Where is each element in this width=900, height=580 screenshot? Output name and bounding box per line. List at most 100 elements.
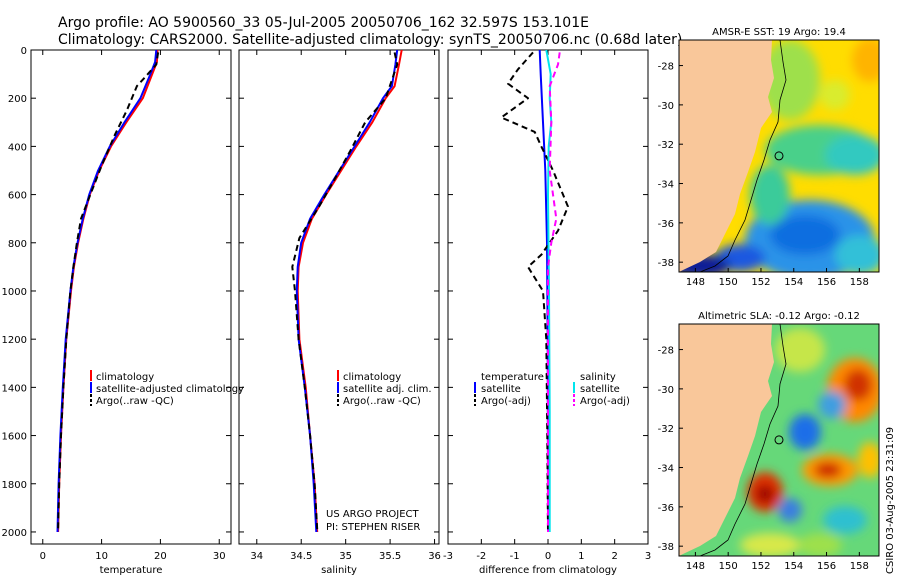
x-tick-label: 0 [40,551,46,562]
salinity-legend: climatology satellite adj. clim. Argo(..… [337,370,432,407]
map-x-tick-label: 148 [686,561,705,572]
map-y-tick-label: -28 [658,62,674,73]
map-y-tick-label: -28 [658,346,674,357]
difference-panel: -3 -2 -1 0 1 2 3 difference from climatology [443,49,651,576]
profile-header: Argo profile: AO 5900560_33 05-Jul-2005 … [58,15,589,31]
sla-land [679,324,774,556]
map-x-tick-label: 148 [686,277,705,288]
y-tick-label: 600 [8,191,27,202]
map-x-tick-label: 158 [850,277,869,288]
map-x-tick-label: 150 [719,561,738,572]
y-tick-label: 800 [8,239,27,250]
sla-map-frame [678,323,880,557]
y-tick-label: 1400 [2,383,27,394]
x-tick-label: -3 [443,551,453,562]
map-x-tick-label: 158 [850,561,869,572]
map-y-tick-label: -36 [658,219,674,230]
legend-label-satellite: satellite-adjusted climatology [96,384,244,395]
y-tick-label: 0 [21,46,27,57]
legend-label-temperature-argo: Argo(-adj) [481,396,531,407]
legend-label-climatology: climatology [96,372,154,383]
x-tick-label: 0 [545,551,551,562]
legend-heading-temperature: temperature [481,372,544,383]
map-x-tick-label: 156 [817,561,836,572]
y-tick-label: 200 [8,94,27,105]
x-tick-label: 30 [213,551,226,562]
salinity-xlabel: salinity [321,565,357,576]
map-y-tick-label: -34 [658,180,674,191]
x-tick-label: -2 [476,551,486,562]
climatology-header: Climatology: CARS2000. Satellite-adjuste… [58,32,682,48]
x-tick-label: 20 [154,551,167,562]
series-line-climatology [57,49,159,533]
sla-map-title: Altimetric SLA: -0.12 Argo: -0.12 [698,311,860,322]
map-y-tick-label: -30 [658,385,674,396]
x-tick-label: 34.5 [290,551,312,562]
legend-label-argo: Argo(..raw -QC) [96,396,174,407]
sst-land [679,40,774,272]
legend-label-salinity-argo: Argo(-adj) [580,396,630,407]
x-tick-label: 2 [611,551,617,562]
series-line-argo-raw-qc- [291,52,399,530]
legend-label-climatology: climatology [343,372,401,383]
legend-label-salinity-satellite: satellite [580,384,620,395]
series-line-climatology [296,49,403,533]
project-credit: US ARGO PROJECT [326,509,420,520]
map-x-tick-label: 156 [817,277,836,288]
y-tick-label: 1800 [2,480,27,491]
pi-credit: PI: STEPHEN RISER [326,522,420,533]
series-line-satellite-adj-clim- [295,49,399,533]
map-y-tick-label: -38 [658,258,674,269]
temperature-legend: climatology satellite-adjusted climatolo… [90,370,244,407]
sst-map-frame [678,39,880,273]
y-tick-label: 1200 [2,335,27,346]
series-line-temperature-argo-adj- [500,51,569,533]
salinity-panel: 34 34.5 35 35.5 36 salinity US ARGO PROJECT … [238,49,441,576]
sst-depth-contour [699,40,787,272]
salinity-axes [238,49,440,545]
x-tick-label: -1 [510,551,520,562]
y-tick-label: 1600 [2,432,27,443]
sla-depth-contour [699,324,787,556]
x-tick-label: 36 [428,551,441,562]
sst-argo-marker [774,151,784,161]
temperature-panel: 0 10 20 30 0 200 400 600 800 1000 1200 1400 1600 1800… [2,46,232,576]
legend-label-satellite: satellite adj. clim. [343,384,432,395]
temperature-xlabel: temperature [100,565,163,576]
map-x-tick-label: 150 [719,277,738,288]
y-tick-label: 2000 [2,528,27,539]
y-tick-label: 400 [8,142,27,153]
map-y-tick-label: -38 [658,542,674,553]
series-line-temperature-satellite [538,49,549,533]
sla-map: Altimetric SLA: -0.12 Argo: -0.12 [658,311,880,572]
map-y-tick-label: -32 [658,424,674,435]
series-line-satellite-adjusted-climatology [56,49,158,533]
x-tick-label: 10 [95,551,108,562]
map-y-tick-label: -36 [658,503,674,514]
difference-legend: temperature satellite Argo(-adj) salinit… [474,372,630,407]
difference-xlabel: difference from climatology [479,565,617,576]
temperature-axes [30,49,232,545]
sst-map: AMSR-E SST: 19 Argo: 19.4 148 150 152 154 15 [658,27,880,288]
x-tick-label: 35.5 [379,551,401,562]
legend-label-argo: Argo(..raw -QC) [343,396,421,407]
legend-label-temperature-satellite: satellite [481,384,521,395]
x-tick-label: 1 [578,551,584,562]
csiro-timestamp: CSIRO 03-Aug-2005 23:31:09 [885,427,896,574]
map-x-tick-label: 154 [784,277,803,288]
x-tick-label: 3 [645,551,651,562]
x-tick-label: 35 [339,551,352,562]
map-y-tick-label: -30 [658,101,674,112]
map-y-tick-label: -32 [658,140,674,151]
x-tick-label: 34 [250,551,263,562]
sst-map-title: AMSR-E SST: 19 Argo: 19.4 [712,27,846,38]
map-x-tick-label: 152 [751,561,770,572]
map-x-tick-label: 152 [751,277,770,288]
map-x-tick-label: 154 [784,561,803,572]
map-y-tick-label: -34 [658,464,674,475]
legend-heading-salinity: salinity [580,372,616,383]
sla-argo-marker [774,435,784,445]
y-tick-label: 1000 [2,287,27,298]
series-line-argo-raw-qc- [57,52,160,530]
